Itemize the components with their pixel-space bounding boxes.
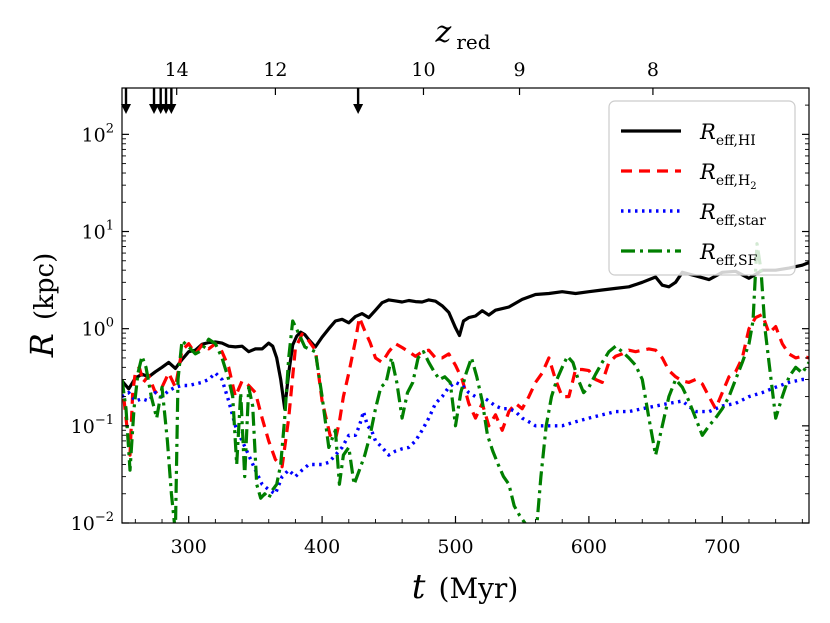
event-arrow-head [166, 104, 177, 114]
y-tick-exp: 2 [106, 121, 114, 136]
series-line-2 [122, 371, 809, 496]
top-tick-label: 10 [411, 59, 435, 81]
y-tick-label: 10−1 [71, 413, 114, 438]
top-axis-label: z red [434, 15, 490, 54]
x-tick-label: 400 [304, 536, 340, 558]
x-tick-label: 600 [571, 536, 607, 558]
y-axis-label: R (kpc) [23, 253, 61, 358]
y-tick-label: 100 [82, 316, 114, 341]
y-tick-label: 101 [82, 219, 114, 244]
top-tick-label: 14 [165, 59, 189, 81]
x-axis-unit: (Myr) [439, 572, 519, 605]
series-line-0 [122, 261, 809, 411]
y-tick-exp: 1 [106, 219, 114, 234]
y-axis-var: R [23, 333, 61, 358]
y-tick-label: 102 [82, 121, 114, 146]
legend-label-sub: eff,HI [716, 133, 756, 149]
legend-label-main: R [699, 160, 716, 184]
y-tick-exp: −2 [95, 510, 114, 525]
legend-label-sub: eff,H [716, 173, 750, 189]
legend-label-main: R [699, 120, 716, 144]
y-tick-base: 10 [82, 124, 106, 146]
x-axis-label: t (Myr) [412, 567, 519, 607]
event-arrow-head [149, 104, 160, 114]
plot-frame [121, 87, 810, 524]
y-tick-base: 10 [82, 319, 106, 341]
y-tick-exp: 0 [106, 316, 114, 331]
legend-label-1: Reff,H2 [699, 160, 757, 192]
top-tick-label: 9 [513, 59, 525, 81]
series-line-3 [122, 242, 809, 523]
y-tick-label: 10−2 [71, 510, 114, 535]
arrow-layer [121, 88, 364, 114]
x-tick-label: 300 [171, 536, 207, 558]
series-layer [122, 242, 809, 523]
legend-label-sub: eff,SF [716, 253, 758, 269]
legend-label-main: R [699, 240, 716, 264]
x-tick-label: 700 [704, 536, 740, 558]
legend-label-2: Reff,star [699, 200, 766, 229]
y-tick-base: 10 [71, 416, 95, 438]
legend-label-3: Reff,SF [699, 240, 758, 269]
top-tick-label: 12 [263, 59, 287, 81]
top-axis-var: z [434, 15, 451, 50]
y-tick-exp: −1 [95, 413, 114, 428]
y-axis-unit: (kpc) [30, 253, 60, 320]
axes-layer [121, 87, 810, 524]
legend-box [608, 100, 796, 276]
legend-label-0: Reff,HI [699, 120, 756, 149]
x-tick-label: 500 [437, 536, 473, 558]
top-axis-sub: red [456, 30, 490, 54]
y-tick-base: 10 [71, 513, 95, 535]
legend-label-sub2: 2 [750, 181, 756, 192]
y-tick-base: 10 [82, 222, 106, 244]
top-tick-label: 8 [647, 59, 659, 81]
x-axis-var: t [412, 567, 426, 607]
event-arrow-head [121, 104, 131, 114]
legend-label-sub: eff,star [716, 213, 766, 229]
series-line-1 [122, 312, 809, 469]
legend-label-main: R [699, 200, 716, 224]
event-arrow-head [353, 104, 364, 114]
